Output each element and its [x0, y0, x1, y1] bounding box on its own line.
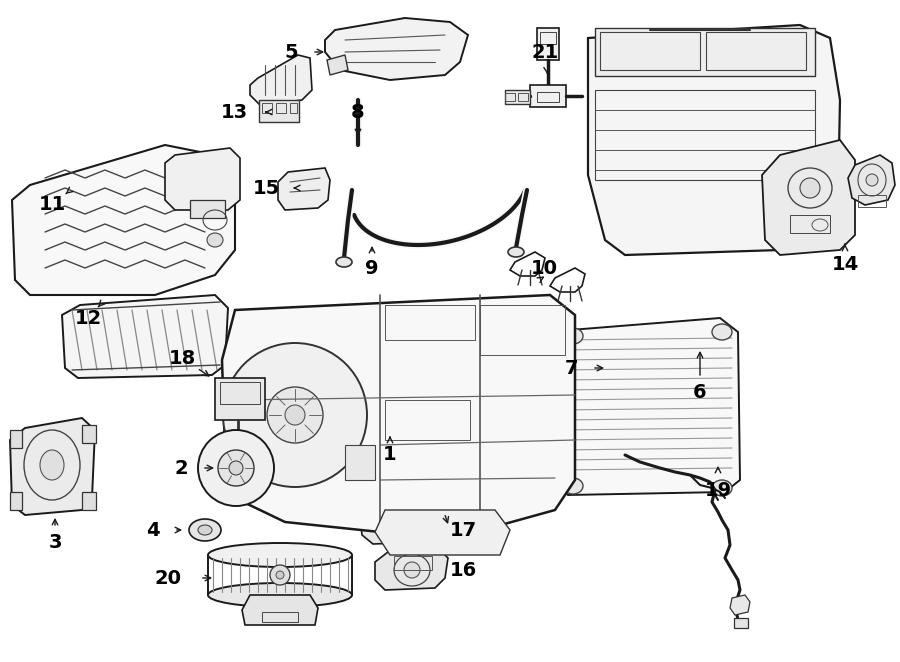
Polygon shape — [222, 295, 575, 532]
Text: 14: 14 — [832, 256, 859, 275]
Ellipse shape — [208, 583, 352, 607]
Bar — [537, 28, 559, 60]
Bar — [220, 382, 260, 404]
Bar — [480, 305, 565, 355]
Bar — [10, 430, 22, 448]
Bar — [537, 92, 559, 102]
Ellipse shape — [189, 519, 221, 541]
Ellipse shape — [267, 387, 323, 443]
Bar — [505, 93, 515, 101]
Polygon shape — [242, 595, 318, 625]
Text: 17: 17 — [450, 520, 477, 540]
Polygon shape — [375, 548, 448, 590]
Text: 21: 21 — [531, 42, 559, 62]
Bar — [82, 492, 96, 510]
Polygon shape — [360, 504, 440, 544]
Ellipse shape — [712, 324, 732, 340]
Polygon shape — [250, 55, 312, 105]
Polygon shape — [848, 155, 895, 205]
Bar — [230, 432, 246, 442]
Bar — [10, 492, 22, 510]
Ellipse shape — [866, 174, 878, 186]
Bar — [505, 90, 530, 104]
Text: 16: 16 — [450, 561, 477, 579]
Text: 7: 7 — [564, 359, 578, 377]
Bar — [262, 612, 298, 622]
Text: 15: 15 — [253, 179, 280, 197]
Polygon shape — [375, 510, 510, 555]
Polygon shape — [588, 25, 840, 255]
Bar — [706, 32, 806, 70]
Polygon shape — [762, 140, 855, 255]
Polygon shape — [165, 148, 240, 210]
Ellipse shape — [508, 247, 524, 257]
Text: 19: 19 — [705, 481, 732, 500]
Ellipse shape — [270, 565, 290, 585]
Bar — [82, 425, 96, 443]
Bar — [190, 200, 225, 218]
Bar — [276, 103, 286, 113]
Text: 4: 4 — [147, 520, 160, 540]
Bar — [518, 93, 528, 101]
Ellipse shape — [207, 233, 223, 247]
Ellipse shape — [276, 571, 284, 579]
Bar — [290, 103, 297, 113]
Polygon shape — [278, 168, 330, 210]
Ellipse shape — [712, 480, 732, 496]
Bar — [734, 618, 748, 628]
Bar — [345, 445, 375, 480]
Polygon shape — [225, 445, 250, 482]
Ellipse shape — [208, 543, 352, 567]
Text: 2: 2 — [175, 459, 188, 477]
Ellipse shape — [563, 328, 583, 344]
Text: 1: 1 — [383, 446, 397, 465]
Text: 8: 8 — [351, 103, 364, 122]
Polygon shape — [730, 595, 750, 615]
Bar — [385, 305, 475, 340]
Bar — [540, 32, 556, 44]
Bar — [259, 100, 299, 122]
Text: 6: 6 — [693, 383, 706, 401]
Text: 13: 13 — [220, 103, 248, 122]
Ellipse shape — [800, 178, 820, 198]
Text: 20: 20 — [155, 569, 182, 587]
Ellipse shape — [40, 450, 64, 480]
Text: 9: 9 — [365, 258, 379, 277]
Bar — [394, 556, 432, 570]
Ellipse shape — [285, 405, 305, 425]
Bar — [600, 32, 700, 70]
Ellipse shape — [563, 478, 583, 494]
Bar — [530, 85, 566, 107]
Polygon shape — [325, 18, 468, 80]
Polygon shape — [550, 318, 740, 495]
Text: 10: 10 — [531, 258, 558, 277]
Ellipse shape — [198, 525, 212, 535]
Ellipse shape — [229, 461, 243, 475]
Bar — [595, 90, 815, 180]
Text: 18: 18 — [168, 348, 195, 367]
Ellipse shape — [336, 257, 352, 267]
Polygon shape — [62, 295, 228, 378]
Ellipse shape — [223, 343, 367, 487]
Text: 5: 5 — [284, 42, 298, 62]
Bar — [595, 28, 815, 76]
Ellipse shape — [404, 562, 420, 578]
Polygon shape — [12, 145, 235, 295]
Bar — [215, 378, 265, 420]
Bar — [790, 215, 830, 233]
Text: 11: 11 — [39, 195, 66, 214]
Ellipse shape — [198, 430, 274, 506]
Polygon shape — [10, 418, 95, 515]
Bar — [858, 195, 886, 207]
Ellipse shape — [218, 450, 254, 486]
Text: 12: 12 — [75, 308, 102, 328]
Ellipse shape — [392, 516, 408, 532]
Polygon shape — [327, 55, 348, 75]
Bar — [385, 400, 470, 440]
Bar — [382, 512, 420, 524]
Text: 3: 3 — [49, 532, 62, 551]
Bar — [262, 103, 272, 113]
